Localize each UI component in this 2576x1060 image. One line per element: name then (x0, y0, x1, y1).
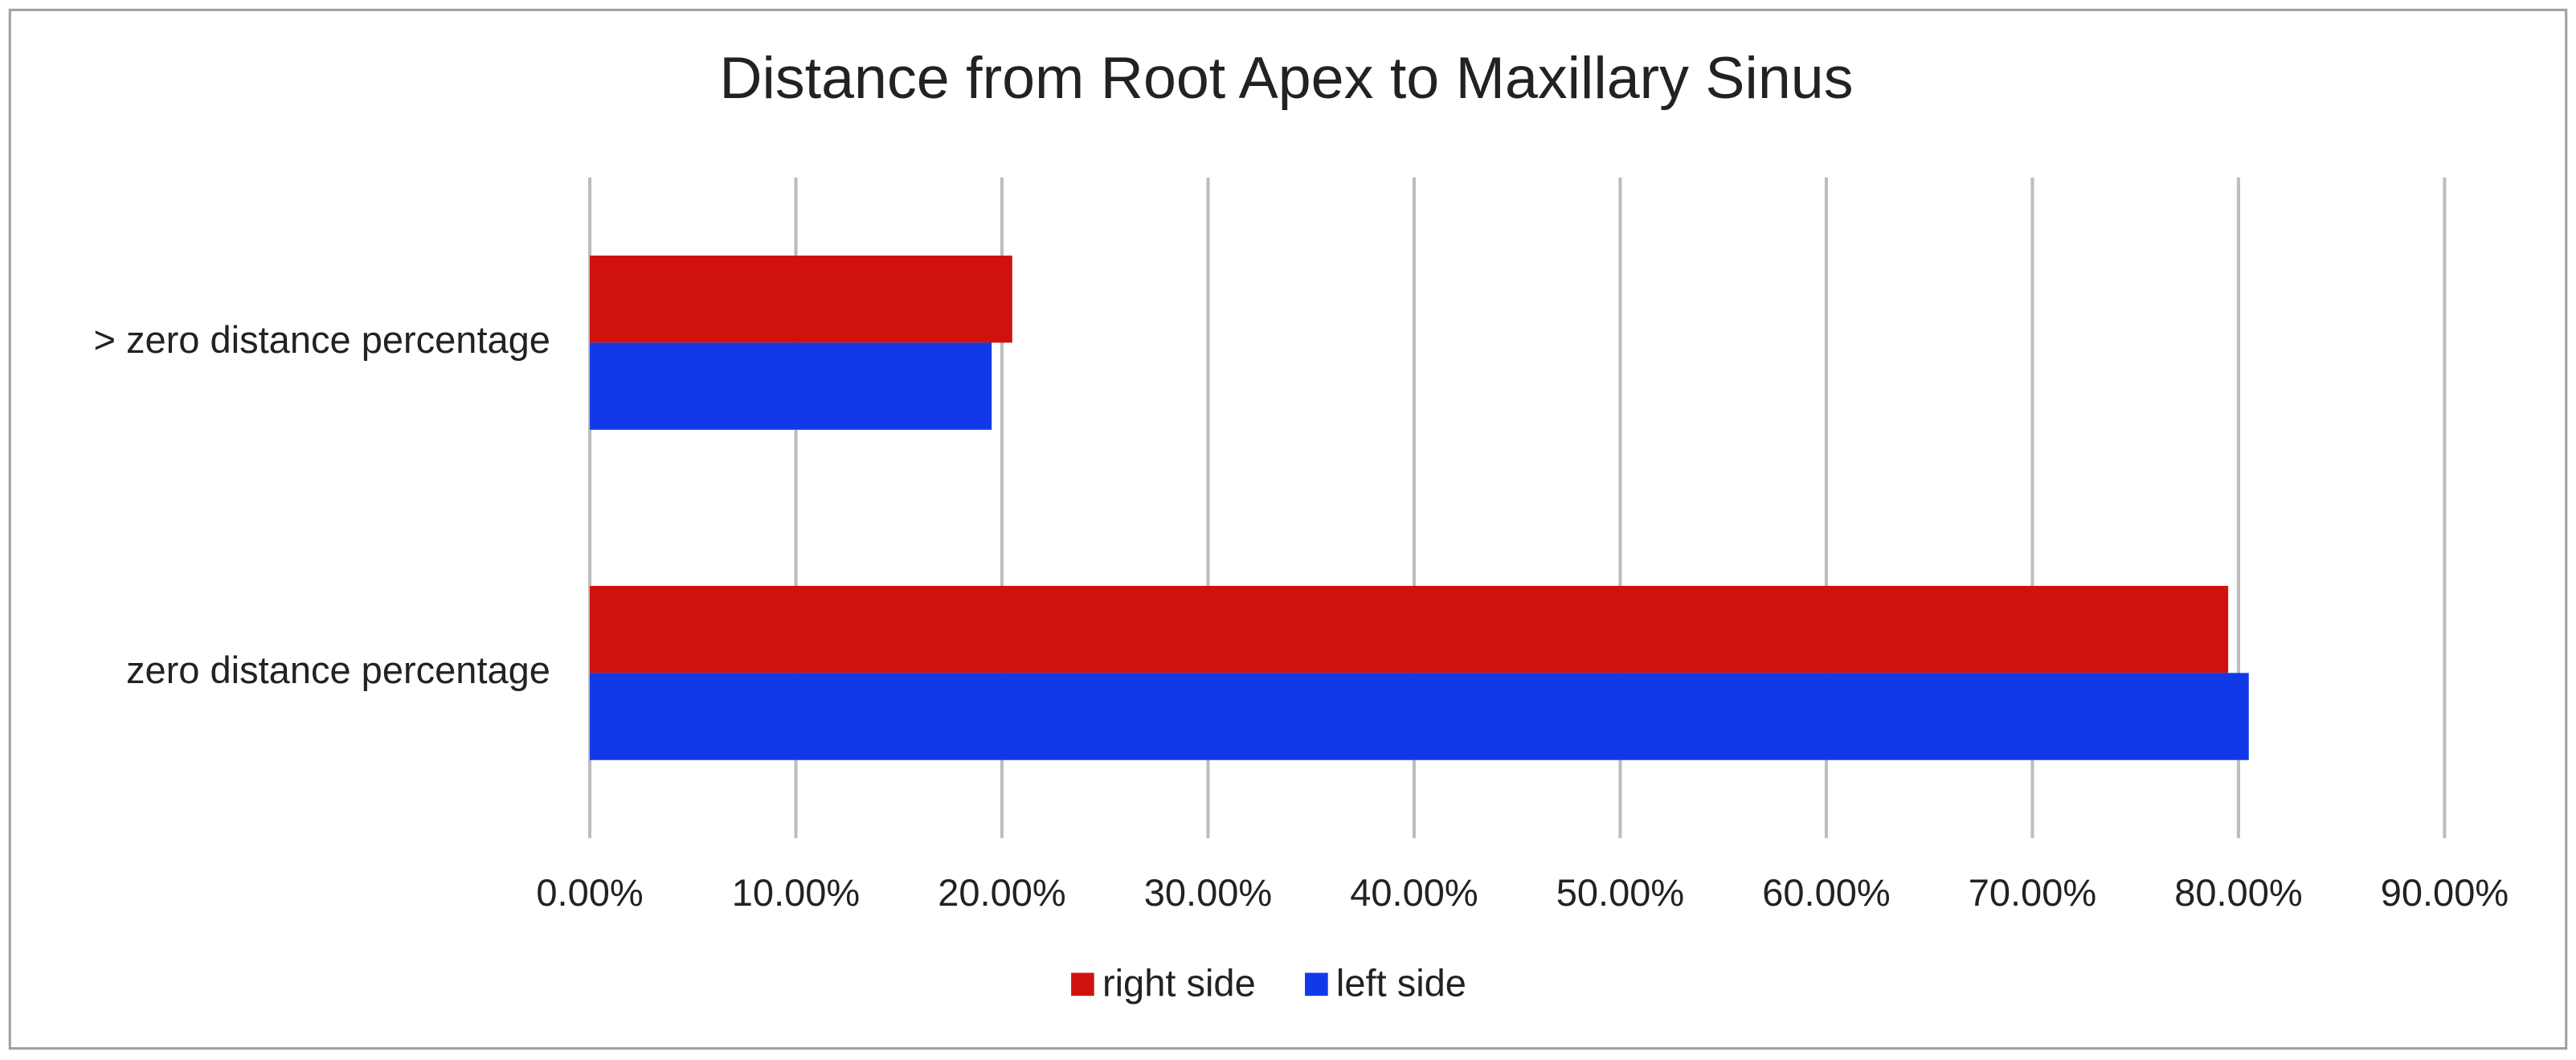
x-tick-label: 30.00% (1144, 871, 1272, 914)
x-tick-label: 50.00% (1556, 871, 1684, 914)
x-tick-label: 70.00% (1969, 871, 2096, 914)
y-tick-label: zero distance percentage (126, 649, 550, 691)
x-tick-label: 20.00% (938, 871, 1065, 914)
chart-title: Distance from Root Apex to Maxillary Sin… (719, 44, 1853, 111)
y-tick-label: > zero distance percentage (93, 318, 550, 361)
x-tick-label: 10.00% (732, 871, 860, 914)
x-tick-label: 40.00% (1350, 871, 1478, 914)
legend-swatch (1071, 972, 1094, 997)
x-tick-label: 80.00% (2174, 871, 2302, 914)
bar (590, 586, 2229, 673)
chart-frame (8, 8, 2568, 1050)
x-tick-label: 0.00% (536, 871, 643, 914)
legend-swatch (1305, 972, 1328, 997)
bar (590, 256, 1012, 343)
legend-label: right side (1102, 961, 1256, 1004)
bar (590, 342, 992, 430)
x-tick-label: 90.00% (2381, 871, 2509, 914)
legend-label: left side (1336, 961, 1466, 1004)
x-tick-label: 60.00% (1762, 871, 1890, 914)
bar (590, 673, 2249, 760)
